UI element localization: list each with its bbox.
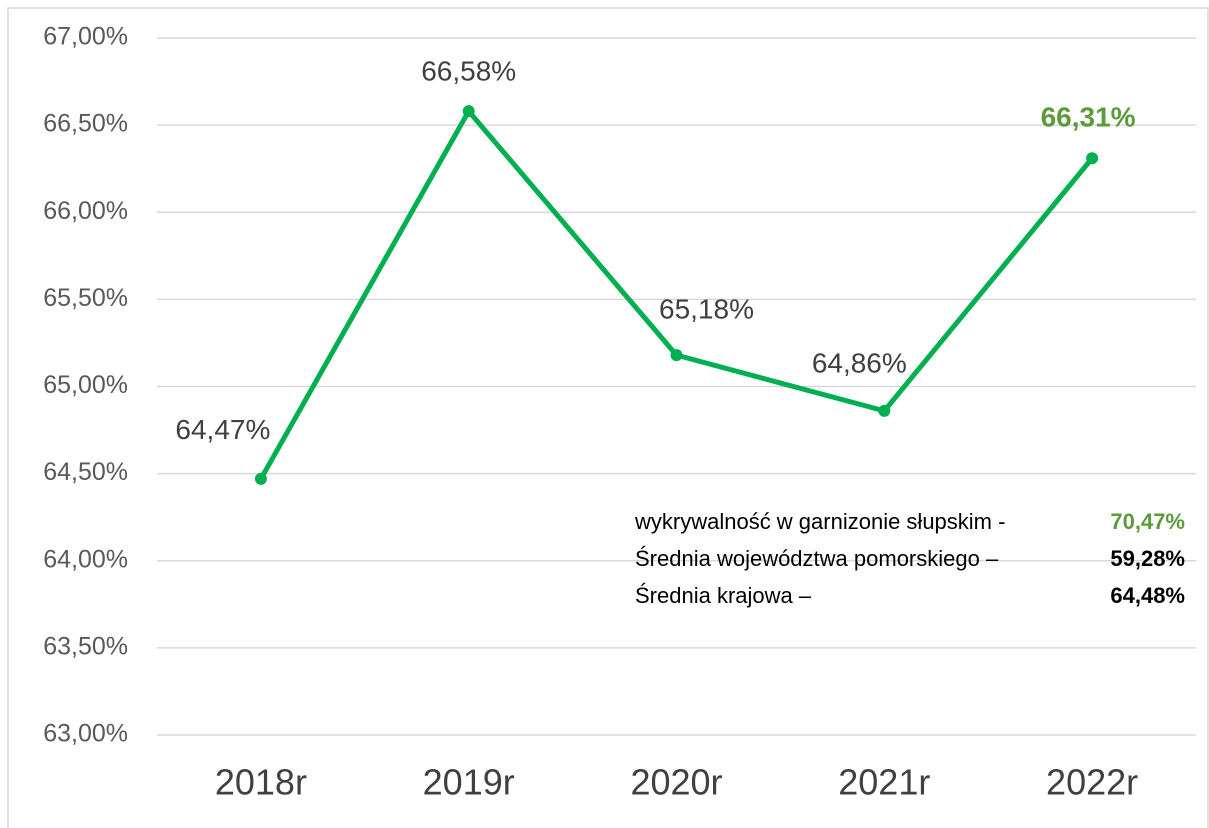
y-tick-label: 63,00%	[43, 720, 128, 748]
x-tick-label: 2020r	[630, 762, 722, 803]
x-tick-label: 2018r	[215, 762, 307, 803]
annotation-text: Średnia krajowa –	[635, 583, 812, 608]
marker	[1086, 152, 1099, 165]
marker	[878, 404, 891, 417]
y-tick-label: 66,50%	[43, 110, 128, 138]
annotation-text: wykrywalność w garnizonie słupskim -	[634, 509, 1005, 534]
marker	[670, 349, 683, 362]
x-tick-label: 2021r	[838, 762, 930, 803]
annotation-value: 70,47%	[1110, 509, 1185, 534]
y-tick-label: 67,00%	[43, 23, 128, 51]
y-tick-label: 65,50%	[43, 284, 128, 312]
y-tick-label: 65,00%	[43, 371, 128, 399]
value-label: 66,31%	[1041, 102, 1136, 133]
annotation-text: Średnia województwa pomorskiego –	[635, 546, 999, 571]
value-label: 64,86%	[812, 347, 907, 378]
y-tick-label: 66,00%	[43, 197, 128, 225]
marker	[254, 472, 267, 485]
value-label: 66,58%	[421, 56, 516, 87]
y-tick-label: 63,50%	[43, 632, 128, 660]
x-tick-label: 2022r	[1046, 762, 1138, 803]
y-tick-label: 64,50%	[43, 458, 128, 486]
y-tick-label: 64,00%	[43, 545, 128, 573]
marker	[462, 105, 475, 118]
x-tick-label: 2019r	[423, 762, 515, 803]
chart-frame	[7, 7, 1209, 828]
value-label: 64,47%	[175, 414, 270, 445]
value-label: 65,18%	[659, 294, 754, 325]
annotation-value: 64,48%	[1110, 583, 1185, 608]
annotation-value: 59,28%	[1110, 546, 1185, 571]
